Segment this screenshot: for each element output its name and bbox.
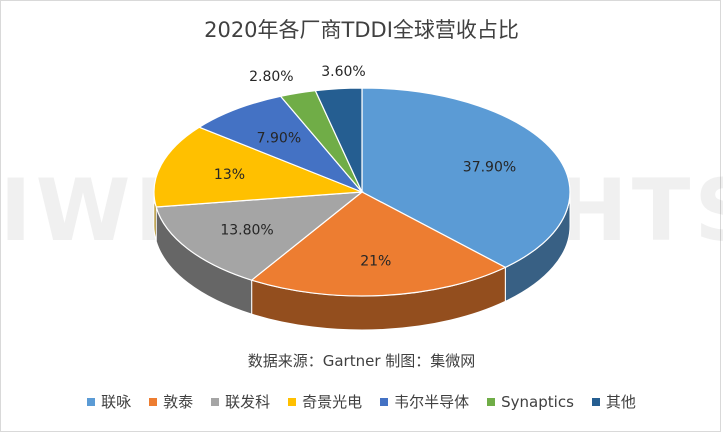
legend-item-4: 韦尔半导体 [380, 391, 469, 412]
data-label-6: 3.60% [321, 64, 365, 80]
chart-title: 2020年各厂商TDDI全球营收占比 [204, 18, 519, 42]
legend-label: 联咏 [101, 393, 132, 411]
slice-6 [314, 87, 363, 193]
legend-item-5: Synaptics [487, 391, 574, 412]
legend-swatch [211, 397, 220, 406]
data-label-1: 21% [360, 253, 391, 269]
data-label-5: 2.80% [249, 69, 293, 85]
legend-item-6: 其他 [591, 391, 636, 412]
legend-swatch [591, 397, 600, 406]
legend-item-3: 奇景光电 [288, 391, 362, 412]
legend-label: 联发科 [225, 393, 271, 411]
legend-swatch [87, 397, 96, 406]
slice-1 [250, 191, 507, 297]
legend-label: 敦泰 [163, 393, 194, 411]
legend: 联咏 敦泰 联发科 奇景光电 韦尔半导体 Synaptics 其他 [0, 391, 723, 412]
legend-item-0: 联咏 [87, 391, 131, 412]
legend-label: 韦尔半导体 [394, 393, 470, 411]
legend-swatch [149, 397, 158, 406]
pie-slices [153, 87, 571, 297]
slice-0 [361, 87, 571, 269]
slice-2 [155, 191, 364, 281]
legend-swatch [380, 397, 389, 406]
data-labels: 37.90% 21% 13.80% 13% 7.90% 2.80% 3.60% [214, 64, 516, 269]
legend-item-2: 联发科 [211, 391, 270, 412]
data-label-0: 37.90% [463, 160, 516, 176]
legend-label: 其他 [605, 393, 636, 411]
legend-label: 奇景光电 [302, 393, 363, 411]
slice-4 [197, 95, 363, 193]
source-note: 数据来源：Gartner 制图：集微网 [247, 352, 476, 370]
slice-3 [153, 126, 363, 208]
legend-swatch [288, 397, 297, 406]
data-label-3: 13% [214, 167, 245, 183]
legend-label: Synaptics [501, 392, 574, 411]
data-label-2: 13.80% [220, 223, 273, 239]
legend-item-1: 敦泰 [149, 391, 193, 412]
data-label-4: 7.90% [257, 130, 301, 146]
legend-swatch [487, 397, 496, 406]
